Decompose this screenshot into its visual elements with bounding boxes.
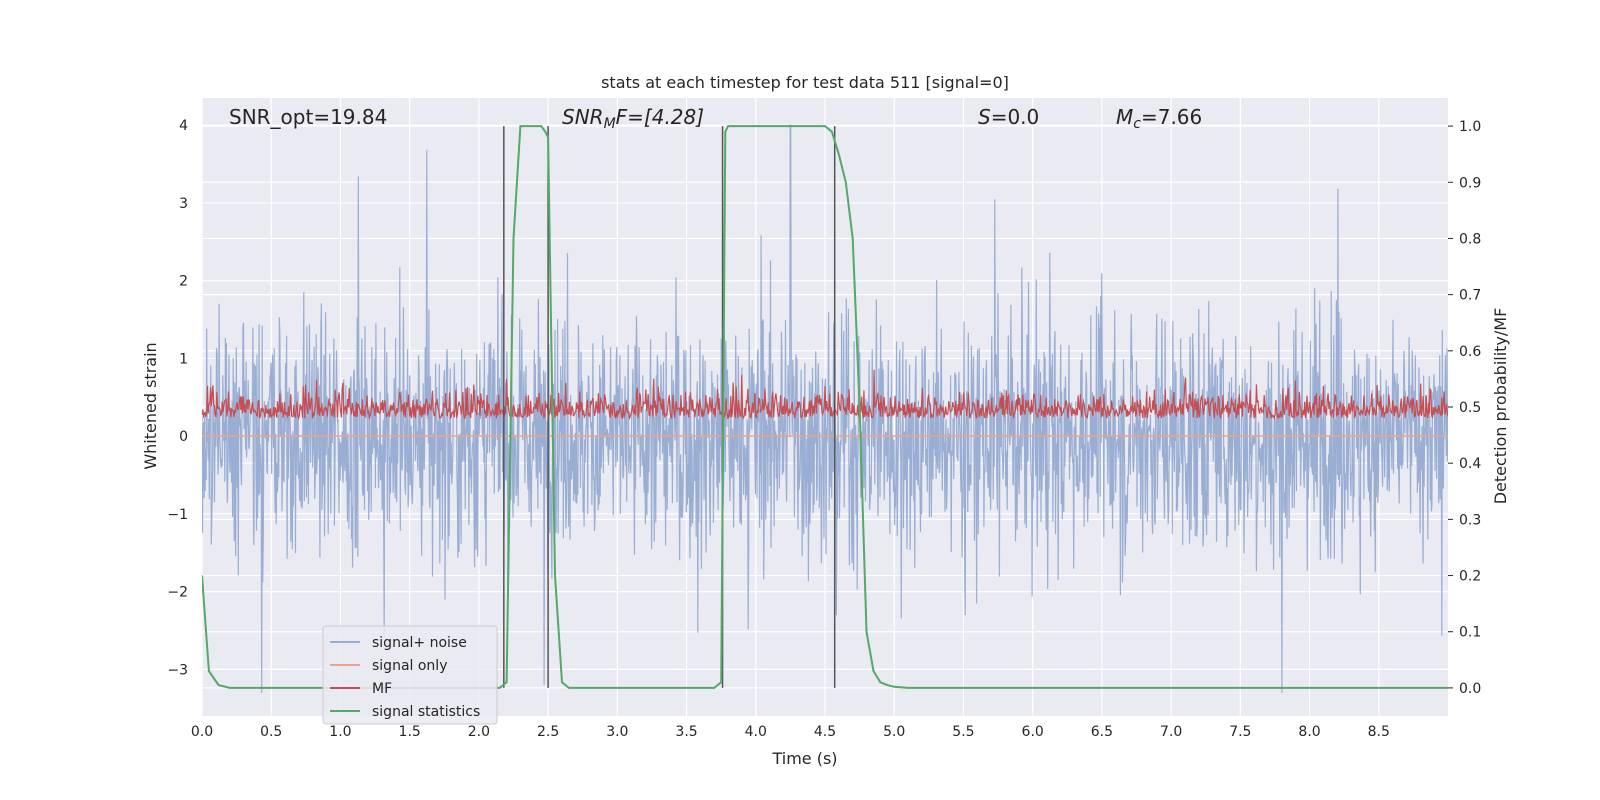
y-left-axis-ticks: 4 3 2 1 0 −1 −2 −3	[167, 118, 188, 678]
y-left-tick-label: 2	[179, 274, 188, 290]
series-signal-noise-line	[202, 124, 1448, 693]
legend-label-signal-only: signal only	[372, 658, 447, 674]
y-right-axis-label: Detection probability/MF	[1491, 308, 1510, 505]
y-right-tick-label: 0.0	[1459, 681, 1481, 697]
x-tick-label: 6.0	[1022, 724, 1044, 740]
s-annotation: S=0.0	[978, 105, 1039, 129]
series-mf-line	[202, 369, 1448, 421]
x-tick-label: 2.5	[537, 724, 559, 740]
snr-opt-annotation: SNR_opt=19.84	[229, 105, 387, 129]
x-tick-label: 7.5	[1229, 724, 1251, 740]
y-left-tick-label: 3	[179, 196, 188, 212]
y-right-tick-label: 0.1	[1459, 625, 1481, 641]
y-left-tick-label: −1	[167, 507, 188, 523]
mc-annotation: Mc=7.66	[1116, 105, 1202, 132]
y-left-axis-label: Whitened strain	[141, 342, 160, 469]
y-right-tick-label: 0.4	[1459, 456, 1481, 472]
y-right-tick-label: 0.6	[1459, 344, 1481, 360]
y-right-tick-label: 1.0	[1459, 119, 1481, 135]
x-tick-label: 4.5	[814, 724, 836, 740]
legend-box	[322, 625, 498, 725]
x-tick-label: 5.5	[952, 724, 974, 740]
snr-mf-main: SNR	[562, 105, 604, 129]
mc-sub: c	[1133, 116, 1141, 132]
x-tick-label: 4.0	[745, 724, 767, 740]
s-main: S	[978, 105, 991, 129]
x-tick-label: 3.5	[675, 724, 697, 740]
legend-label-signal-noise: signal+ noise	[372, 635, 467, 651]
mc-rest: =7.66	[1141, 105, 1202, 129]
x-tick-label: 7.0	[1160, 724, 1182, 740]
snr-mf-rest: F=[4.28]	[616, 105, 704, 129]
x-tick-label: 0.5	[260, 724, 282, 740]
chart-title: stats at each timestep for test data 511…	[601, 73, 1009, 92]
s-rest: =0.0	[991, 105, 1040, 129]
y-left-tick-label: 1	[179, 351, 188, 367]
legend-label-signal-statistics: signal statistics	[372, 704, 480, 720]
y-right-tick-label: 0.8	[1459, 231, 1481, 247]
x-axis-ticks: 0.0 0.5 1.0 1.5 2.0 2.5 3.0 3.5 4.0 4.5 5.0 5.5 6.0 6…	[191, 724, 1390, 740]
snr-mf-sub: M	[604, 116, 616, 132]
y-left-tick-label: −2	[167, 585, 188, 601]
y-right-axis-ticks: 1.0 0.9 0.8 0.7 0.6 0.5 0.4 0.3 0.2 0.1 0.0	[1448, 119, 1481, 697]
y-left-tick-label: 0	[179, 429, 188, 445]
x-tick-label: 3.0	[606, 724, 628, 740]
y-right-tick-label: 0.3	[1459, 512, 1481, 528]
y-left-tick-label: −3	[167, 662, 188, 678]
snr-mf-annotation: SNRMF=[4.28]	[562, 105, 704, 132]
y-right-tick-label: 0.5	[1459, 400, 1481, 416]
x-tick-label: 0.0	[191, 724, 213, 740]
mc-main: M	[1116, 105, 1133, 129]
x-tick-label: 5.0	[883, 724, 905, 740]
legend: signal+ noise signal only MF signal stat…	[322, 625, 498, 725]
x-tick-label: 2.0	[468, 724, 490, 740]
x-tick-label: 6.5	[1091, 724, 1113, 740]
y-left-tick-label: 4	[179, 118, 188, 134]
y-right-tick-label: 0.7	[1459, 288, 1481, 304]
legend-label-mf: MF	[372, 681, 392, 697]
x-tick-label: 1.0	[329, 724, 351, 740]
y-right-tick-label: 0.2	[1459, 569, 1481, 585]
x-tick-label: 8.0	[1298, 724, 1320, 740]
y-right-tick-label: 0.9	[1459, 175, 1481, 191]
x-axis-label: Time (s)	[771, 749, 837, 768]
x-tick-label: 8.5	[1368, 724, 1390, 740]
x-tick-label: 1.5	[399, 724, 421, 740]
